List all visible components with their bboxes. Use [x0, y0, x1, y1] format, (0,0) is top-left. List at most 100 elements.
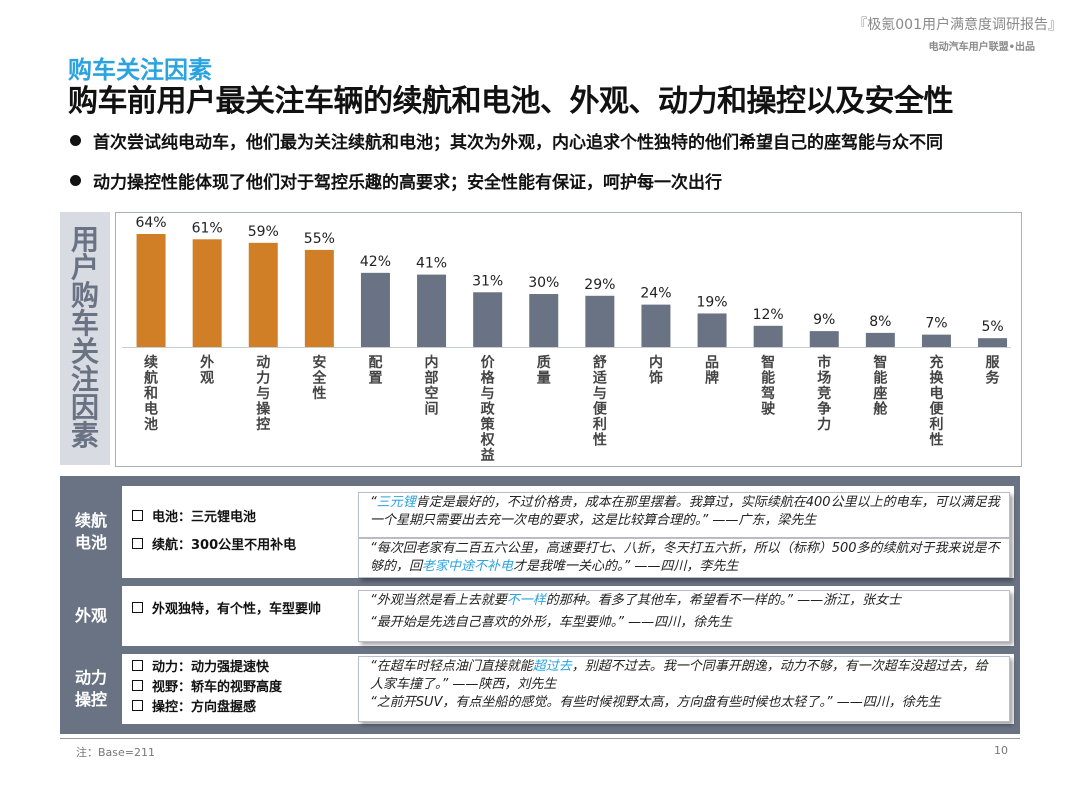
group-label: 续航 电池 [60, 510, 122, 554]
page-headline: 购车前用户最关注车辆的续航和电池、外观、动力和操控以及安全性 [68, 76, 953, 120]
category-label-char: 航 [144, 370, 158, 387]
category-label-char: 量 [537, 371, 551, 387]
feature-item: 视野：轿车的视野高度 [132, 678, 282, 698]
category-label-char: 电 [144, 401, 158, 418]
group-row: 动力：动力强提速快 视野：轿车的视野高度 操控：方向盘握感 “在超车时轻点油门直接就能… [122, 654, 1014, 724]
bullet-item: 首次尝试纯电动车，他们最为关注续航和电池；其次为外观，内心追求个性独特的他们希望… [70, 128, 943, 153]
bar-1 [193, 239, 222, 347]
category-label-char: 利 [929, 416, 943, 433]
footer-divider [60, 738, 1020, 739]
category-label-char: 便 [593, 401, 608, 418]
quote-panel: 续航 电池 电池：三元锂电池续航：300公里不用补电 “三元锂肯定是最好的，不过价格贵… [60, 476, 1020, 734]
bullet-text: 动力操控性能体现了他们对于驾控乐趣的高要求；安全性能有保证，呵护每一次出行 [93, 173, 722, 193]
category-label-char: 观 [200, 371, 214, 387]
user-quote: “每次回老家有二百五六公里，高速要打七、八折，冬天打五六折，所以（标称）500多… [370, 540, 1000, 576]
checkbox-square-icon [132, 680, 143, 691]
bar-value-label: 7% [925, 316, 947, 332]
bar-8 [585, 296, 614, 347]
category-label-char: 场 [817, 371, 831, 387]
bar-12 [810, 331, 839, 347]
category-label-char: 内 [649, 354, 663, 371]
bar-value-label: 61% [192, 220, 223, 236]
user-quote: “最开始是先选自己喜欢的外形，车型要帅。” ——四川，徐先生 [370, 614, 1000, 632]
category-label-char: 与 [481, 386, 495, 402]
category-label-char: 智 [760, 354, 775, 371]
category-label-char: 驾 [760, 385, 775, 402]
category-label-char: 务 [986, 370, 1001, 387]
category-label-char: 配 [368, 355, 382, 371]
bar-13 [866, 333, 895, 347]
feature-item: 操控：方向盘握感 [132, 698, 256, 718]
bar-4 [361, 273, 390, 347]
category-label-char: 舒 [593, 354, 607, 371]
category-label-char: 益 [481, 447, 495, 464]
category-label-char: 外 [200, 354, 214, 371]
group-row: 电池：三元锂电池续航：300公里不用补电 “三元锂肯定是最好的，不过价格贵，成本在… [122, 486, 1014, 578]
quote-highlight: 不一样 [507, 593, 546, 608]
category-label-char: 智 [872, 354, 887, 371]
category-label-char: 置 [368, 370, 382, 387]
category-label-char: 格 [481, 370, 496, 387]
user-quote: “外观当然是看上去就要不一样的那种。看多了其他车，希望看不一样的。” ——浙江，… [370, 592, 1000, 610]
bar-11 [754, 326, 783, 347]
checkbox-square-icon [132, 700, 143, 711]
category-label-char: 和 [144, 386, 158, 402]
category-label-char: 全 [311, 370, 327, 387]
feature-item: 动力：动力强提速快 [132, 658, 269, 678]
category-label-char: 内 [425, 354, 439, 371]
category-label-char: 性 [312, 385, 326, 402]
chart-side-label: 用户购车关注因素 [60, 226, 110, 450]
bar-6 [473, 292, 502, 347]
bar-9 [641, 305, 670, 347]
category-label-char: 争 [817, 401, 831, 418]
page-number: 10 [994, 744, 1008, 757]
report-publisher: 电动汽车用户联盟•出品 [929, 38, 1035, 53]
bar-value-label: 41% [416, 256, 447, 272]
category-label-char: 权 [480, 432, 496, 449]
bar-14 [922, 335, 951, 347]
group-row: 外观独特，有个性，车型要帅 “外观当然是看上去就要不一样的那种。看多了其他车，希望… [122, 586, 1014, 646]
bar-5 [417, 275, 446, 347]
category-label-char: 力 [256, 370, 270, 387]
quote-highlight: 老家中途不补电 [422, 559, 513, 574]
category-label-char: 性 [929, 432, 943, 449]
report-title: 『极氪001用户满意度调研报告』 [853, 14, 1062, 34]
category-label-char: 空 [425, 385, 439, 402]
bullet-dot-icon [70, 135, 81, 146]
checkbox-square-icon [132, 510, 143, 521]
bar-value-label: 5% [981, 319, 1003, 335]
category-label-char: 利 [593, 416, 607, 433]
bullet-dot-icon [70, 175, 81, 186]
bar-value-label: 30% [528, 275, 559, 291]
category-label-char: 座 [873, 385, 887, 402]
bar-10 [698, 313, 727, 347]
user-quote: “之前开SUV，有点坐船的感觉。有些时候视野太高，方向盘有些时候也太轻了。” —… [370, 694, 1000, 712]
category-label-char: 政 [481, 401, 496, 418]
category-label-char: 能 [873, 370, 887, 387]
category-label-char: 竞 [817, 385, 831, 402]
category-label-char: 与 [593, 386, 607, 402]
category-label-char: 控 [256, 416, 270, 433]
bar-15 [978, 338, 1007, 347]
bar-value-label: 12% [753, 307, 784, 323]
user-quote: “在超车时轻点油门直接就能超过去，别超不过去。我一个同事开朗逸，动力不够，有一次… [370, 658, 1000, 694]
user-quote: “三元锂肯定是最好的，不过价格贵，成本在那里摆着。我算过，实际续航在400公里以… [370, 494, 1000, 530]
category-label-char: 品 [705, 355, 719, 371]
category-label-char: 策 [480, 416, 496, 433]
bar-0 [137, 234, 166, 347]
bar-7 [529, 294, 558, 347]
bar-value-label: 29% [584, 277, 615, 293]
bar-value-label: 8% [869, 314, 891, 330]
bar-value-label: 42% [360, 254, 391, 270]
category-label-char: 服 [986, 355, 1001, 371]
bar-value-label: 55% [304, 231, 335, 247]
feature-item: 电池：三元锂电池 [132, 508, 256, 528]
bullet-text: 首次尝试纯电动车，他们最为关注续航和电池；其次为外观，内心追求个性独特的他们希望… [93, 133, 943, 153]
feature-item: 续航：300公里不用补电 [132, 536, 296, 556]
bar-value-label: 31% [472, 273, 503, 289]
category-label-char: 间 [425, 401, 439, 418]
bar-value-label: 64% [135, 215, 166, 231]
checkbox-square-icon [132, 602, 143, 613]
category-label-char: 驶 [761, 401, 775, 418]
category-label-char: 性 [593, 432, 607, 449]
